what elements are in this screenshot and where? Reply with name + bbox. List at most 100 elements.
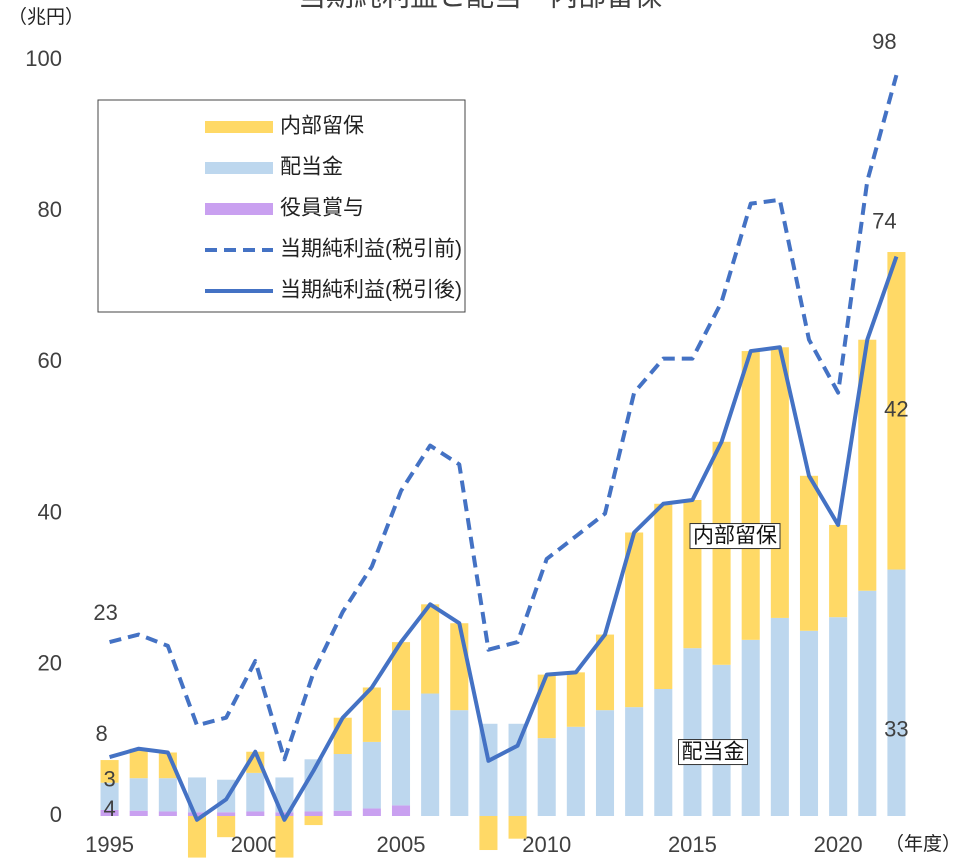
data-label: 23 [93, 600, 117, 625]
bar [100, 782, 119, 810]
bar [362, 741, 381, 809]
x-tick-label: 2020 [814, 832, 863, 857]
bar [770, 617, 789, 816]
bar [391, 642, 411, 711]
data-label: 3 [103, 766, 115, 791]
y-tick-label: 20 [38, 651, 62, 676]
data-label: 98 [872, 29, 896, 54]
bar [537, 674, 556, 739]
bar [275, 812, 294, 816]
bar [683, 648, 702, 816]
bar [450, 623, 469, 711]
bar [595, 710, 615, 816]
bar [304, 816, 323, 826]
bar [187, 812, 207, 816]
bar [654, 688, 673, 816]
data-label: 74 [872, 208, 896, 233]
x-tick-label: 2010 [522, 832, 571, 857]
bar [333, 810, 352, 816]
bar [829, 617, 848, 816]
bar [566, 726, 585, 816]
bar [158, 811, 177, 816]
bar [100, 760, 119, 783]
bar [187, 777, 207, 813]
bar [275, 816, 294, 858]
legend-label: 役員賞与 [280, 197, 364, 220]
bar [566, 672, 585, 727]
annotation: 内部留保 [693, 525, 777, 548]
bar [362, 687, 381, 742]
y-tick-label: 40 [38, 499, 62, 524]
bar [450, 710, 469, 816]
bar [508, 723, 527, 816]
bar [421, 604, 440, 694]
x-tick-label: 2000 [231, 832, 280, 857]
bar [421, 693, 440, 816]
bar [887, 252, 906, 570]
bar [304, 759, 323, 812]
bar [887, 569, 906, 816]
bar [391, 710, 411, 806]
y-tick-label: 0 [50, 802, 62, 827]
bar [625, 707, 644, 816]
bar [246, 772, 265, 812]
data-label: 33 [884, 716, 908, 741]
bar [858, 339, 877, 591]
bar [770, 347, 789, 618]
annotation-box [689, 523, 781, 550]
x-tick-label: 2005 [377, 832, 426, 857]
bar [333, 754, 352, 811]
bar [333, 717, 352, 755]
bar [741, 351, 760, 640]
legend-swatch [205, 121, 273, 133]
line-4 [109, 255, 899, 822]
annotation-box [678, 739, 748, 766]
y-tick-label: 100 [25, 46, 62, 71]
bar [508, 816, 527, 839]
bar [129, 810, 148, 816]
bar [712, 441, 731, 665]
data-label: 8 [95, 721, 107, 746]
bar [391, 805, 411, 816]
chart-title: 当期純利益と配当・内部留保 [298, 0, 662, 11]
x-tick-label: 1995 [85, 832, 134, 857]
bar [158, 778, 177, 812]
legend-label: 配当金 [280, 156, 343, 179]
bar [217, 812, 236, 816]
legend-label: 内部留保 [280, 115, 364, 138]
line-3 [109, 74, 899, 762]
x-axis-label: （年度） [885, 833, 959, 855]
bar [129, 778, 148, 811]
annotation: 配当金 [682, 741, 745, 764]
legend-box [97, 99, 466, 313]
bar [217, 816, 236, 838]
bar [741, 639, 760, 816]
bar [625, 532, 644, 708]
y-axis-label: （兆円） [8, 6, 84, 28]
legend-swatch [205, 203, 273, 215]
x-tick-label: 2015 [668, 832, 717, 857]
bar [479, 816, 498, 851]
bar [683, 499, 702, 649]
bar [304, 811, 323, 816]
bar [246, 811, 265, 816]
data-label: 42 [884, 397, 908, 422]
legend-swatch [205, 162, 273, 174]
data-label: 4 [103, 796, 115, 821]
bar [654, 503, 673, 689]
bar [858, 590, 877, 816]
bar [100, 809, 119, 816]
bar [362, 808, 381, 816]
legend-label: 当期純利益(税引前) [280, 238, 462, 261]
bar [275, 777, 294, 813]
y-tick-label: 80 [38, 197, 62, 222]
y-tick-label: 60 [38, 348, 62, 373]
bar [595, 634, 615, 711]
bar [829, 524, 848, 618]
bar [537, 738, 556, 816]
bar [187, 816, 207, 858]
bar [799, 630, 819, 816]
bar [129, 748, 148, 779]
bar [799, 475, 819, 631]
